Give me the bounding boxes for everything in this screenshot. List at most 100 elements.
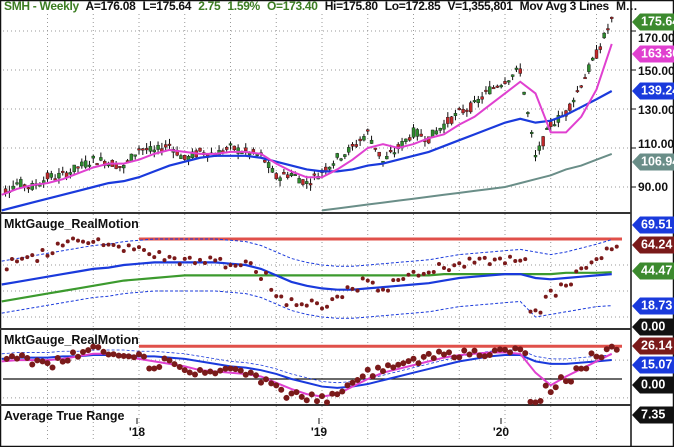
rm1-dot bbox=[223, 265, 228, 270]
candle-body bbox=[488, 86, 492, 95]
rm1-dot bbox=[55, 241, 60, 246]
rm2-dot bbox=[186, 369, 193, 376]
rm1-dot bbox=[421, 271, 426, 276]
rm1-dot bbox=[365, 278, 370, 283]
atr-title: Average True Range bbox=[4, 409, 125, 423]
rm2-dot bbox=[110, 351, 117, 358]
rm2-dot bbox=[95, 344, 102, 351]
rm2-dot bbox=[532, 399, 539, 406]
rm2-dot bbox=[466, 351, 473, 358]
rm1-dot bbox=[60, 243, 65, 248]
realmotion-2-title: MktGauge_RealMotion bbox=[4, 333, 139, 347]
rm2-dot bbox=[359, 373, 366, 380]
rm2-dot bbox=[9, 353, 15, 360]
rm2-dot bbox=[339, 388, 346, 395]
candle-body bbox=[575, 90, 580, 93]
candle-body bbox=[602, 32, 606, 39]
chart-header: SMH - Weekly A=176.08 L=175.64 2.75 1.59… bbox=[4, 0, 641, 13]
rm2-dot bbox=[420, 353, 427, 360]
candle-body bbox=[308, 183, 313, 186]
rm1-dot bbox=[177, 262, 182, 267]
rm1-dot bbox=[71, 236, 75, 241]
candle-body bbox=[293, 174, 298, 176]
rm1-dot bbox=[325, 304, 329, 309]
rm2-dot bbox=[24, 355, 31, 362]
candle-body bbox=[244, 147, 248, 151]
candle-body bbox=[91, 155, 95, 159]
candle-body bbox=[141, 148, 145, 151]
rm2-dot bbox=[70, 349, 76, 356]
candle-body bbox=[163, 144, 168, 148]
rm1-dot bbox=[330, 297, 335, 302]
rm1-dot bbox=[345, 285, 350, 290]
rm1-dot bbox=[91, 239, 96, 244]
rm2-dot bbox=[44, 360, 51, 367]
high-value: Hi=175.80 bbox=[324, 0, 378, 13]
rm1-dot bbox=[467, 256, 472, 261]
rm2-dot bbox=[237, 367, 244, 374]
rm1-dot bbox=[284, 303, 289, 308]
ma-mid-line bbox=[1, 90, 613, 212]
rm1-dot bbox=[137, 245, 141, 250]
candle-body bbox=[484, 89, 488, 92]
symbol-label[interactable]: SMH - Weekly bbox=[4, 0, 79, 13]
candle-body bbox=[282, 172, 286, 175]
rm1-dot bbox=[360, 276, 365, 281]
candle-body bbox=[598, 46, 603, 50]
rm1-dot bbox=[340, 295, 345, 300]
candle-body bbox=[49, 173, 54, 178]
rm2-dot bbox=[258, 379, 264, 386]
rm2-dot bbox=[64, 357, 71, 364]
rm1-green-badge: 44.47 bbox=[632, 262, 674, 280]
candle-body bbox=[11, 185, 15, 190]
rm1-zero-badge: 0.00 bbox=[632, 318, 674, 336]
candle-body bbox=[522, 91, 526, 95]
candle-body bbox=[183, 155, 187, 160]
candle-body bbox=[122, 164, 126, 169]
rm1-dot bbox=[243, 259, 248, 264]
candle-body bbox=[87, 164, 92, 167]
rm2-dot bbox=[120, 353, 127, 360]
x-label-2018: '18 bbox=[128, 425, 146, 439]
candle-body bbox=[350, 143, 355, 147]
rm2-dot bbox=[507, 349, 513, 356]
rm1-dot bbox=[508, 254, 512, 259]
rm2-dot bbox=[354, 377, 361, 384]
candle-body bbox=[354, 144, 359, 147]
realmotion-1-title: MktGauge_RealMotion bbox=[4, 217, 139, 231]
rm2-dot bbox=[171, 361, 178, 368]
candle-body bbox=[343, 154, 347, 157]
rm2-dot bbox=[29, 361, 36, 368]
rm1-dot bbox=[10, 257, 14, 262]
candle-body bbox=[480, 96, 484, 100]
rm2-dot bbox=[3, 355, 10, 362]
rm1-dot bbox=[198, 257, 202, 262]
candle-body bbox=[385, 156, 389, 160]
rm1-dot bbox=[462, 264, 467, 269]
rm2-dot bbox=[537, 398, 544, 405]
rm1-dot bbox=[513, 258, 518, 263]
candle-body bbox=[236, 147, 240, 154]
study-label[interactable]: Mov Avg 3 Lines bbox=[519, 0, 610, 13]
price-tick-150: 150.00 bbox=[638, 64, 674, 78]
rm2-dot bbox=[598, 354, 605, 361]
rm1-dot bbox=[447, 268, 451, 273]
rm2-dot bbox=[334, 391, 341, 398]
candle-body bbox=[453, 113, 458, 116]
rm2-dot bbox=[558, 374, 564, 381]
candle-body bbox=[476, 99, 481, 103]
candle-body bbox=[72, 164, 76, 172]
candle-body bbox=[156, 144, 160, 150]
more-studies[interactable]: M… bbox=[615, 0, 638, 13]
rm2-dot bbox=[593, 353, 600, 360]
rm2-dot bbox=[471, 347, 478, 354]
rm1-dot bbox=[589, 260, 594, 265]
rm1-dot bbox=[121, 248, 126, 253]
rm1-dot bbox=[538, 310, 543, 315]
rm2-dot bbox=[253, 372, 259, 379]
rm1-dot bbox=[45, 253, 50, 258]
rm2-dot bbox=[146, 365, 153, 372]
rm1-dot bbox=[218, 256, 223, 261]
candle-body bbox=[270, 168, 275, 173]
